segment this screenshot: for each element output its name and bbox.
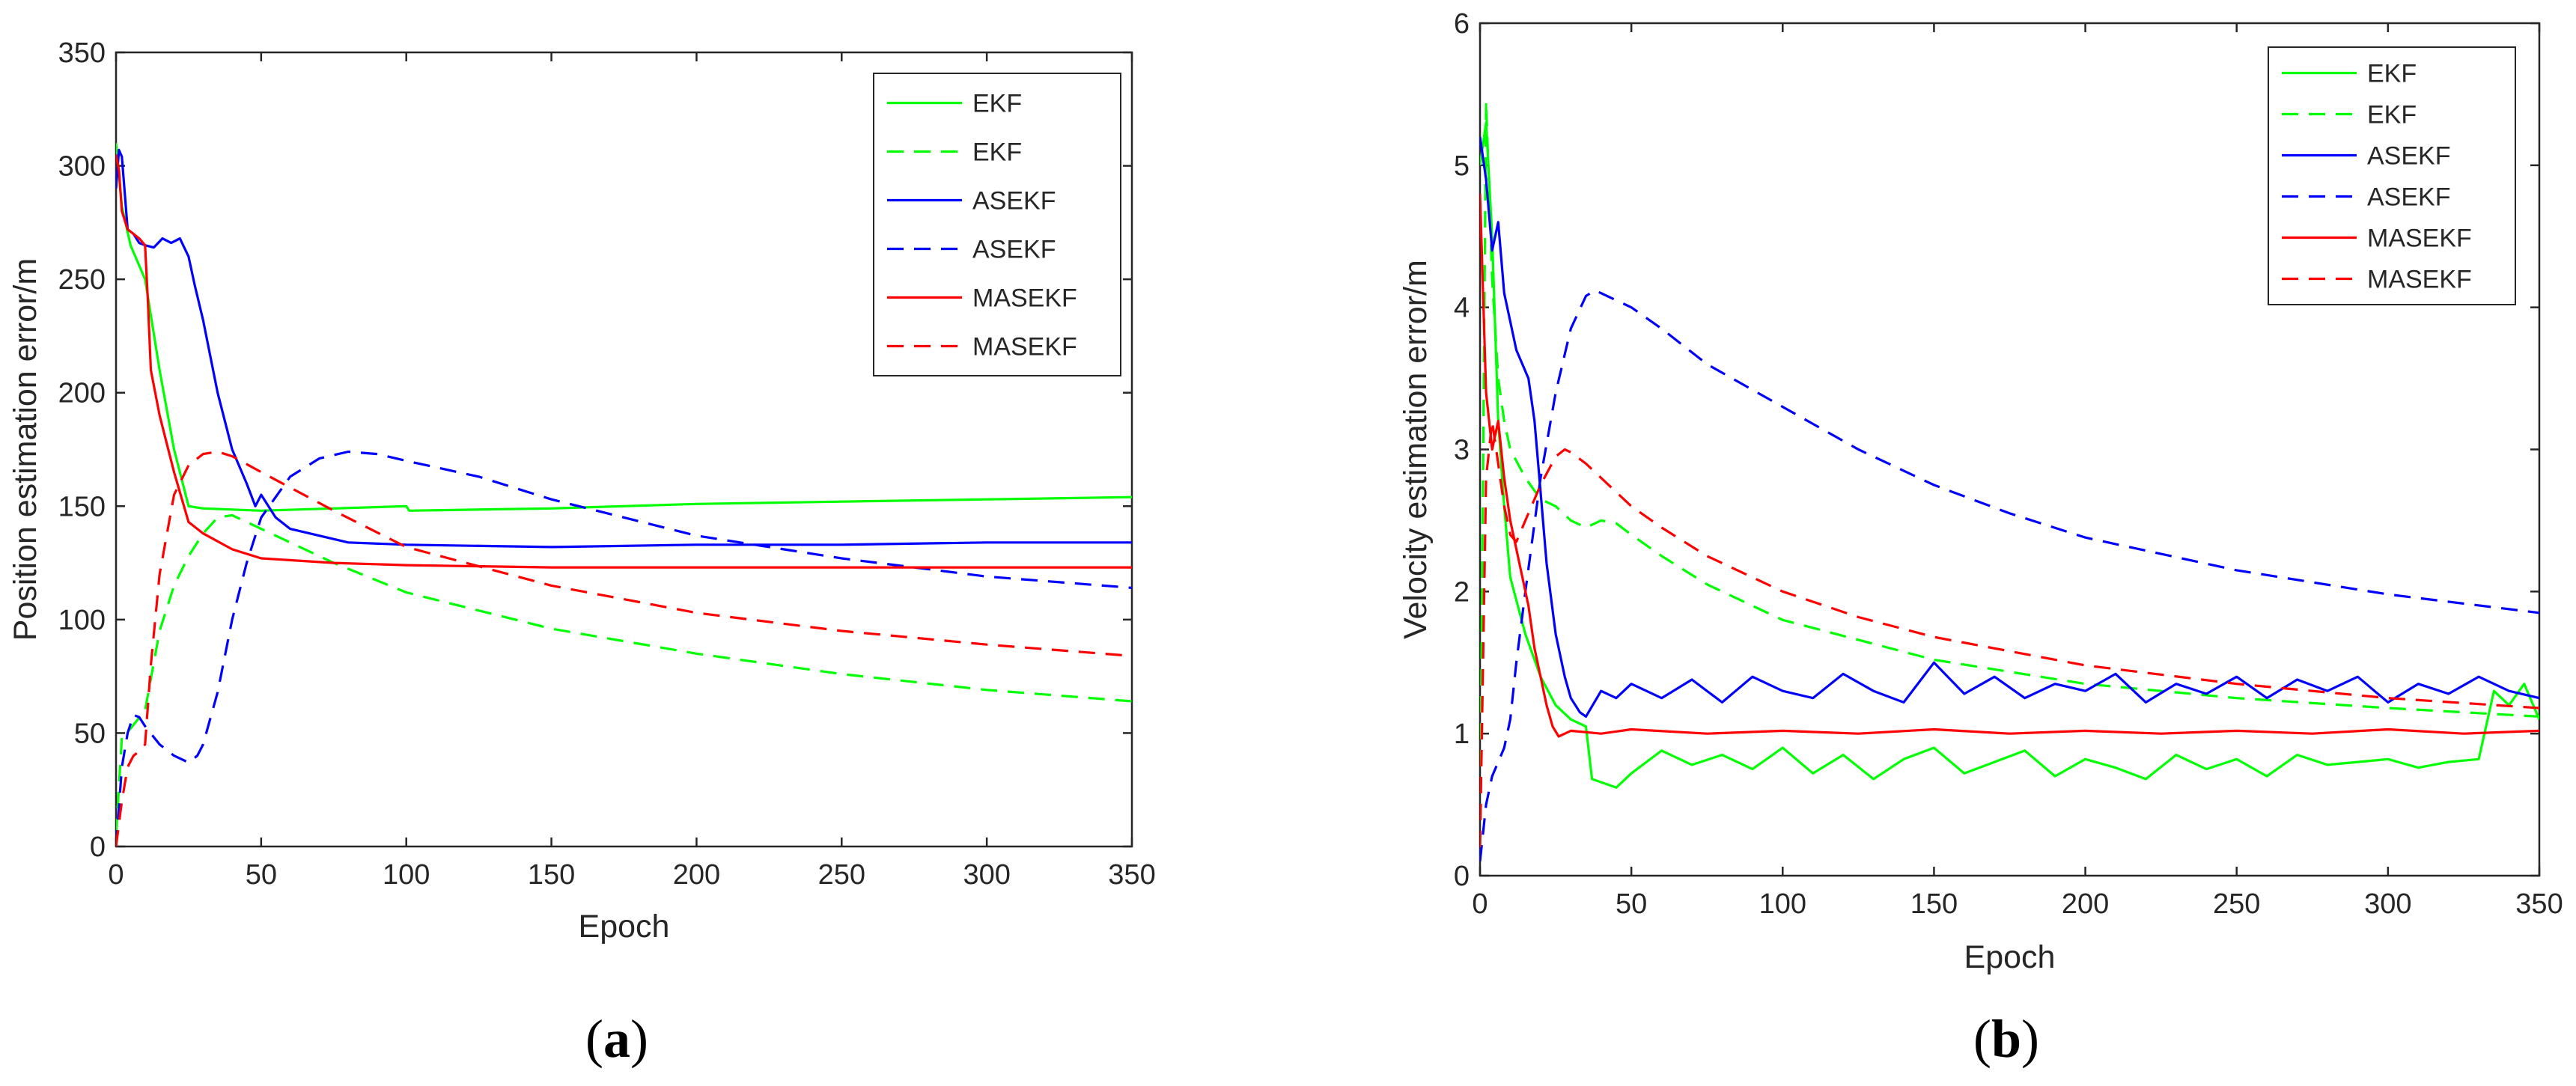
- x-tick-label: 200: [2062, 888, 2109, 920]
- series-line-ekf-solid: [1480, 121, 2539, 789]
- y-tick-label: 100: [58, 605, 106, 636]
- y-tick-label: 6: [1454, 8, 1470, 40]
- x-tick-label: 200: [673, 859, 720, 891]
- legend-entry: MASEKF: [2367, 225, 2472, 253]
- legend-entry: ASEKF: [972, 236, 1056, 264]
- series-line-ekf-dashed: [116, 513, 1132, 835]
- series-line-ekf-solid: [116, 143, 1132, 512]
- y-tick-label: 2: [1454, 576, 1470, 608]
- legend-entry: ASEKF: [2367, 142, 2450, 171]
- x-tick-label: 150: [1910, 888, 1958, 920]
- x-tick-label: 250: [818, 859, 865, 891]
- chart-panel-b: 0 50 100 150 200 250 300 350 0 1 2 3 4 5 6 Epoch Velocit…: [1398, 8, 2563, 975]
- x-tick-label: 300: [963, 859, 1010, 891]
- legend-box: [873, 73, 1121, 376]
- y-tick-label: 5: [1454, 150, 1470, 182]
- y-tick-label: 4: [1454, 293, 1470, 324]
- x-tick-label: 50: [246, 859, 277, 891]
- caption-b: (b): [1973, 1009, 2039, 1069]
- series-line-asekf-dashed: [116, 450, 1132, 846]
- y-tick-label: 300: [58, 151, 106, 183]
- y-tick-label: 350: [58, 37, 106, 69]
- x-tick-label: 250: [2213, 888, 2260, 920]
- x-tick-label: 100: [1759, 888, 1806, 920]
- x-tick-label: 150: [528, 859, 575, 891]
- legend-box: [2268, 46, 2516, 305]
- legend-entry: EKF: [972, 90, 1022, 118]
- legend-entry: ASEKF: [2367, 183, 2450, 212]
- x-axis-label: Epoch: [1964, 939, 2056, 975]
- x-tick-label: 0: [1472, 888, 1488, 920]
- x-tick-label: 100: [383, 859, 430, 891]
- x-tick-label: 350: [2515, 888, 2563, 920]
- x-tick-label: 300: [2364, 888, 2411, 920]
- y-tick-label: 3: [1454, 435, 1470, 466]
- legend-entry: ASEKF: [972, 187, 1056, 216]
- series-line-masekf-solid: [116, 154, 1132, 569]
- y-tick-label: 250: [58, 264, 106, 296]
- series-line-asekf-solid: [1480, 136, 2539, 719]
- y-tick-label: 1: [1454, 719, 1470, 750]
- series-line-asekf-solid: [116, 148, 1132, 549]
- legend-entry: MASEKF: [972, 284, 1077, 313]
- x-tick-label: 0: [108, 859, 124, 891]
- y-axis-label: Position estimation error/m: [7, 258, 43, 641]
- chart-panel-a: 0 50 100 150 200 250 300 350 0 50 100 150 200 250 300 3…: [7, 37, 1156, 945]
- legend-entry: MASEKF: [2367, 266, 2472, 294]
- series-line-asekf-dashed: [1480, 289, 2539, 862]
- legend-entry: MASEKF: [972, 333, 1077, 362]
- y-tick-label: 0: [90, 832, 106, 863]
- series-line-ekf-dashed: [1480, 100, 2539, 848]
- x-axis-label: Epoch: [579, 909, 670, 945]
- series-line-masekf-dashed: [116, 450, 1132, 846]
- legend-entry: EKF: [2367, 60, 2417, 88]
- y-tick-label: 200: [58, 378, 106, 409]
- y-axis-label: Velocity estimation error/m: [1398, 260, 1434, 639]
- x-tick-label: 50: [1616, 888, 1647, 920]
- y-tick-label: 0: [1454, 861, 1470, 892]
- legend-entry: EKF: [2367, 101, 2417, 129]
- y-tick-label: 150: [58, 491, 106, 522]
- y-tick-label: 50: [74, 718, 106, 749]
- series-line-masekf-solid: [1480, 193, 2539, 738]
- x-tick-label: 350: [1108, 859, 1155, 891]
- legend-entry: EKF: [972, 138, 1022, 167]
- caption-a: (a): [585, 1009, 648, 1069]
